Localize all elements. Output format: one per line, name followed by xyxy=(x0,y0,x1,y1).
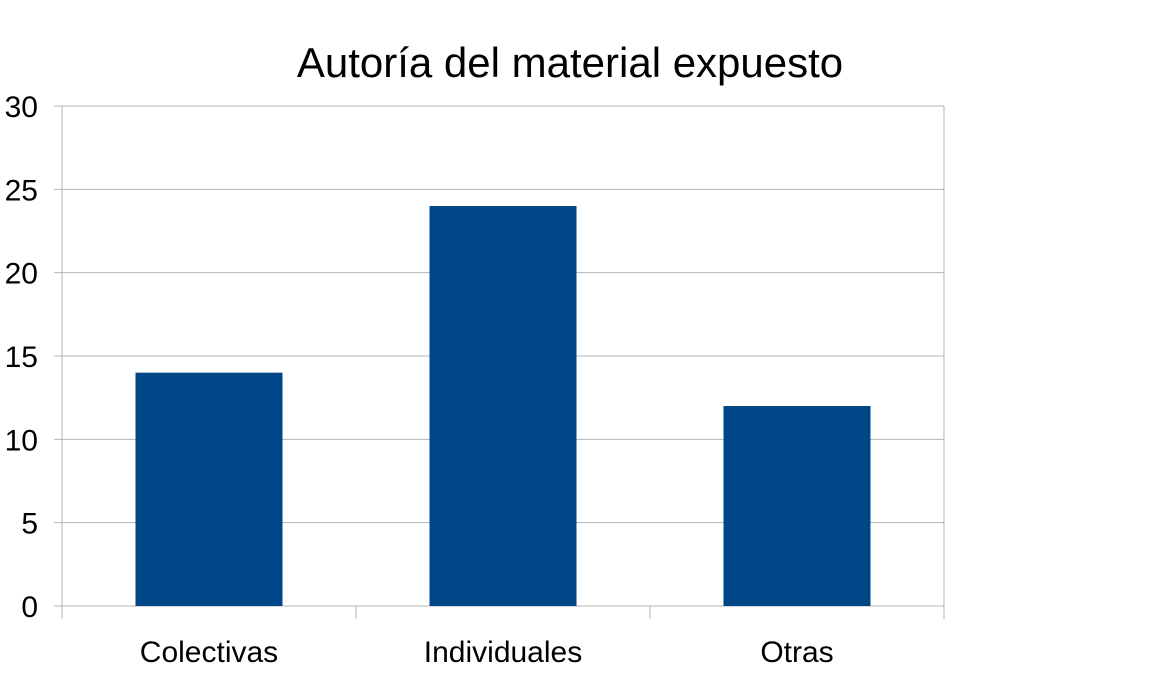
bars xyxy=(135,206,871,606)
y-tick-labels: 0 5 10 15 20 25 30 xyxy=(5,91,38,624)
y-tick-label: 0 xyxy=(21,591,38,624)
x-tick-label: Otras xyxy=(760,636,833,669)
axes xyxy=(61,106,945,619)
x-tick-label: Colectivas xyxy=(140,636,278,669)
chart-title: Autoría del material expuesto xyxy=(296,39,844,86)
bar-colectivas xyxy=(135,372,283,606)
y-tick-label: 20 xyxy=(5,258,38,291)
bar-otras xyxy=(723,406,871,606)
y-tick-label: 5 xyxy=(21,508,38,541)
y-tick-label: 25 xyxy=(5,174,38,207)
y-tick-label: 30 xyxy=(5,91,38,124)
bar-individuales xyxy=(429,206,577,606)
x-tick-labels: Colectivas Individuales Otras xyxy=(140,636,834,669)
x-tick-label: Individuales xyxy=(424,636,582,669)
y-tick-label: 15 xyxy=(5,341,38,374)
y-tick-label: 10 xyxy=(5,424,38,457)
